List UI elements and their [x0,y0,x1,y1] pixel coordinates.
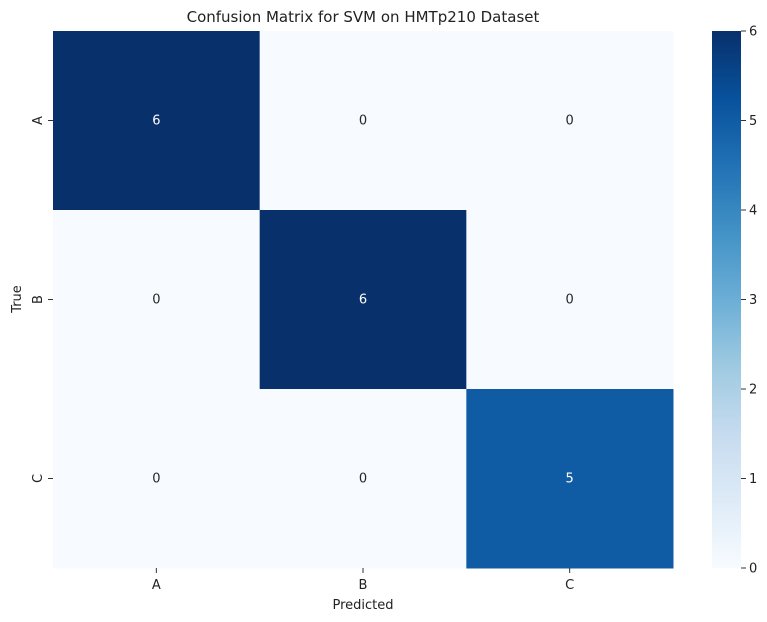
colorbar-tick-label: 3 [749,293,757,308]
cell-value-label: 0 [566,293,574,308]
heatmap-cell [466,210,674,390]
colorbar-gradient [712,31,741,568]
colorbar-tick-label: 5 [749,114,757,129]
colorbar-tick-label: 1 [749,472,757,487]
x-tick-label: B [359,578,368,593]
heatmap-cell [53,210,261,390]
y-tick-label: C [31,474,46,483]
colorbar: 0 1 2 3 4 5 6 [712,25,757,577]
y-axis: A B C [31,116,53,483]
cell-value-label: 0 [152,293,160,308]
colorbar-tick-label: 0 [749,562,757,577]
heatmap-cell [466,31,674,211]
chart-title: Confusion Matrix for SVM on HMTp210 Data… [187,8,540,26]
cell-value-label: 6 [152,114,160,129]
y-tick-label: A [31,116,46,125]
y-axis-label: True [10,285,25,314]
colorbar-tick-label: 2 [749,383,757,398]
heatmap-cell [259,389,467,569]
colorbar-tick-label: 4 [749,204,757,219]
cell-value-label: 0 [359,472,367,487]
colorbar-tick-label: 6 [749,25,757,40]
cell-value-label: 0 [152,472,160,487]
heatmap-cell [466,389,674,569]
heatmap-cell [259,31,467,211]
cell-value-label: 0 [566,114,574,129]
x-tick-label: C [565,578,574,593]
cell-value-label: 0 [359,114,367,129]
heatmap-cell [53,389,261,569]
heatmap-cell [53,31,261,211]
x-axis-label: Predicted [332,598,393,613]
cell-value-labels: 6 0 0 0 6 0 0 0 5 [152,114,574,487]
y-tick-label: B [31,295,46,304]
x-tick-label: A [152,578,161,593]
heatmap-cell [259,210,467,390]
cell-value-label: 6 [359,293,367,308]
heatmap-cells [53,31,674,569]
cell-value-label: 5 [566,472,574,487]
x-axis: A B C [152,568,574,593]
